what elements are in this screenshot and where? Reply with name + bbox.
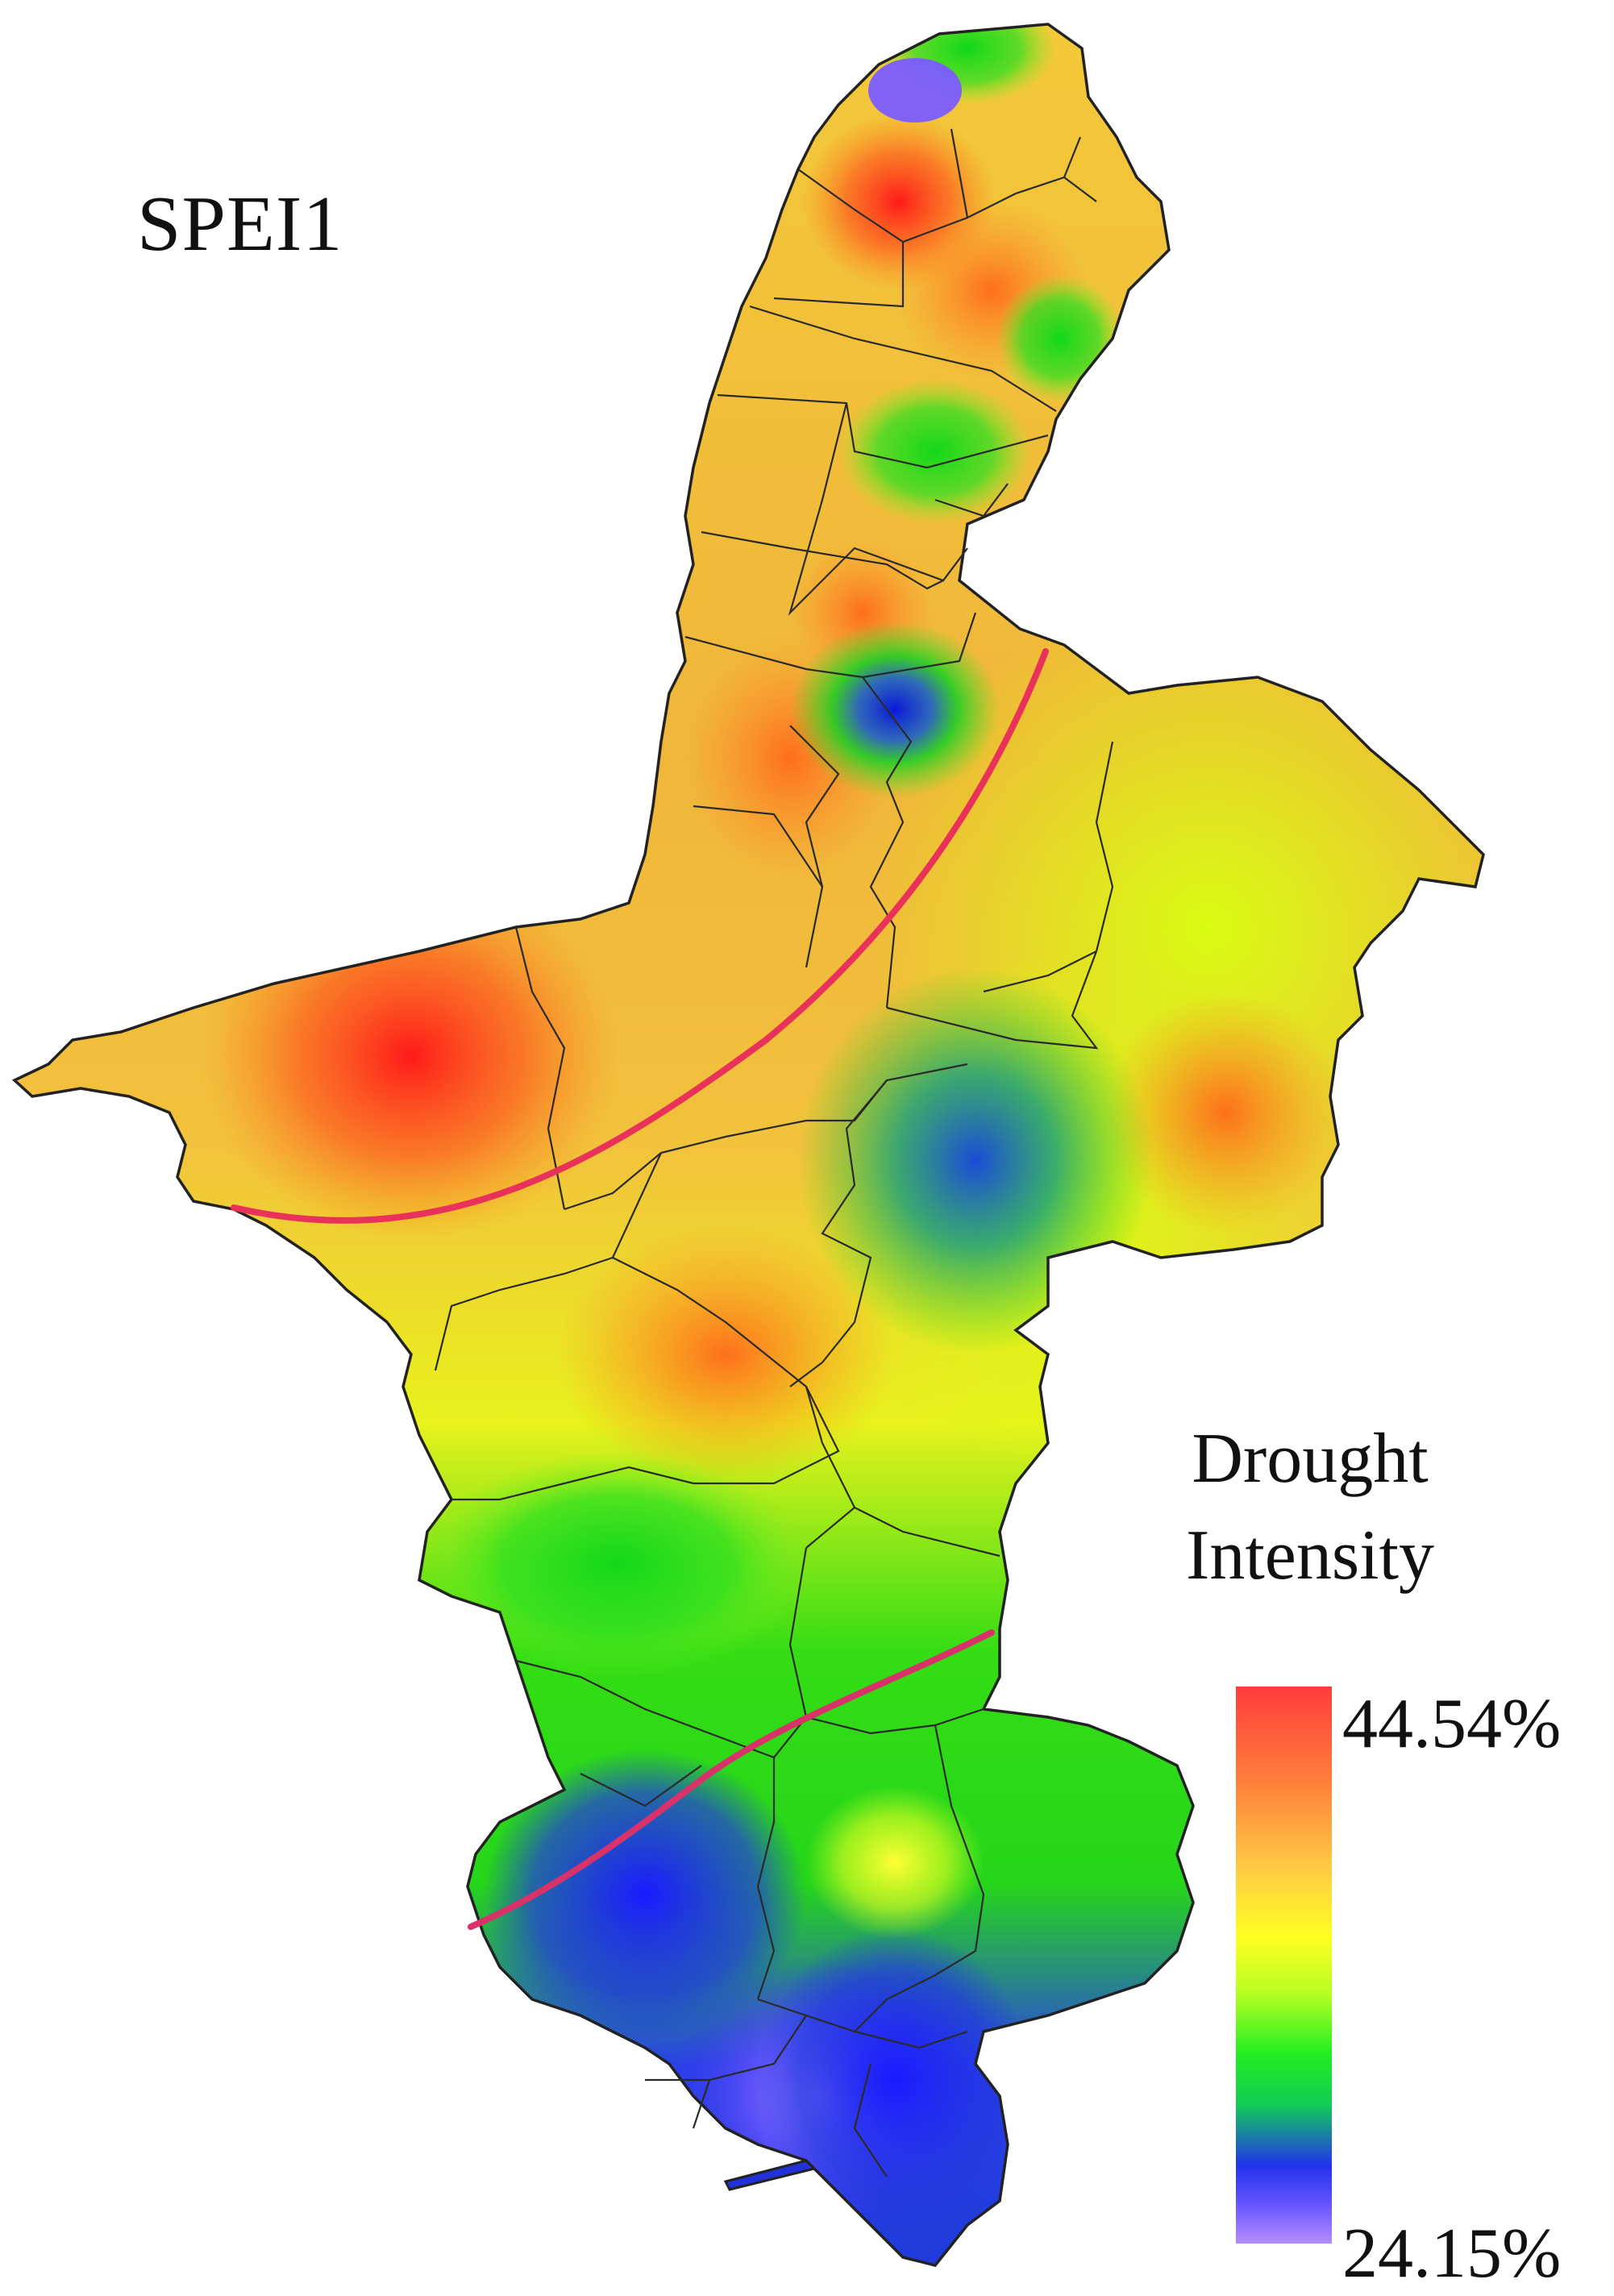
- county-boundaries: [434, 128, 1114, 2177]
- legend-title-line1: Drought: [1192, 1420, 1429, 1498]
- legend-color-bar: [1236, 1687, 1332, 2244]
- legend-title: Drought Intensity: [1121, 1411, 1500, 1604]
- legend-title-line2: Intensity: [1186, 1516, 1434, 1595]
- north-violet-spot: [868, 58, 962, 123]
- boundary-line-north: [231, 648, 1049, 1224]
- legend-max-label: 44.54%: [1342, 1685, 1562, 1763]
- boundary-line-south: [468, 1629, 995, 1930]
- map-title: SPEI1: [137, 181, 343, 268]
- legend-min-label: 24.15%: [1342, 2215, 1562, 2293]
- southwest-islet: [723, 2159, 817, 2191]
